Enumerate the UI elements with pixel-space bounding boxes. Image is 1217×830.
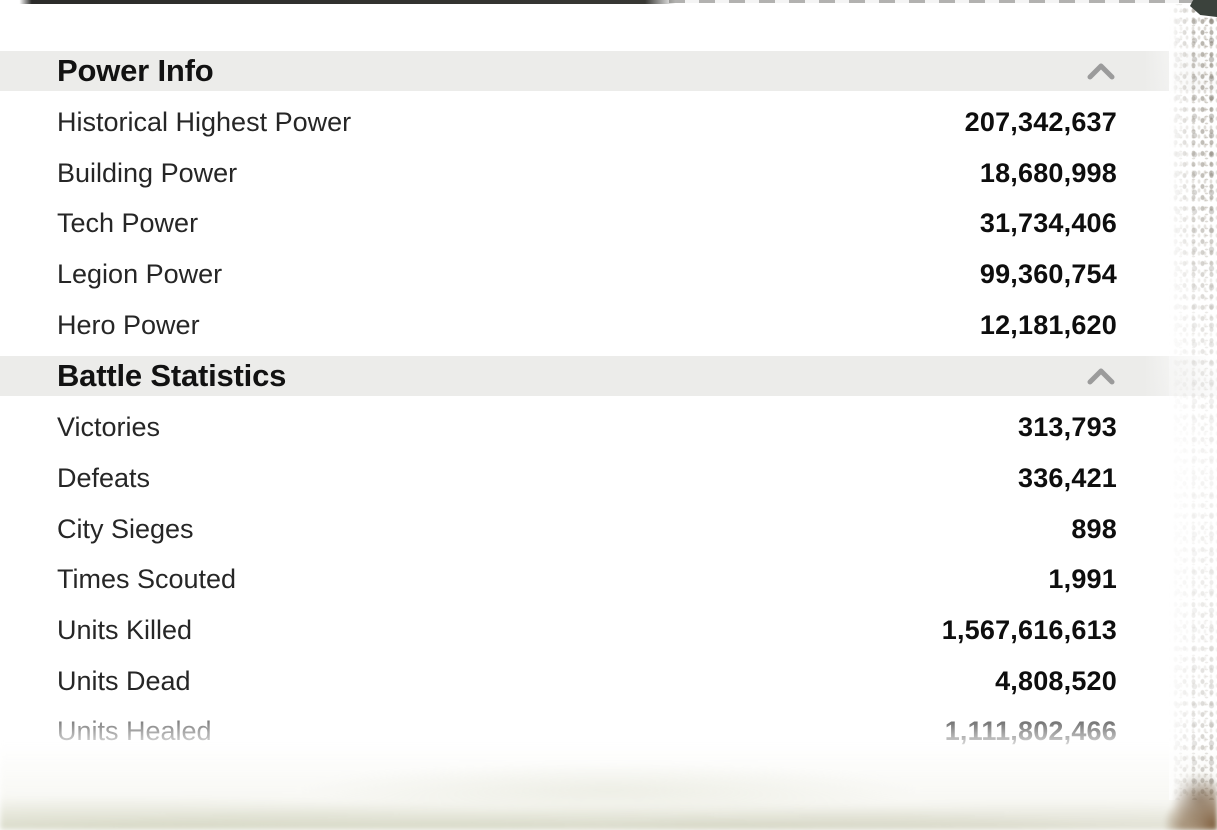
- stat-label: Defeats: [57, 462, 151, 493]
- section-title: Power Info: [57, 53, 214, 88]
- stat-row: Victories 313,793: [0, 402, 1217, 453]
- stat-row: City Sieges 898: [0, 504, 1217, 555]
- stat-value: 207,342,637: [964, 106, 1117, 137]
- chevron-up-icon[interactable]: [1085, 60, 1117, 82]
- stat-value: 12,181,620: [979, 309, 1117, 340]
- stat-label: Times Scouted: [57, 564, 237, 595]
- stat-value: 1,991: [1048, 564, 1117, 595]
- stat-value: 1,567,616,613: [941, 615, 1117, 646]
- stats-section: Power Info Historical Highest Power 207,…: [0, 51, 1217, 356]
- stats-panel[interactable]: Power Info Historical Highest Power 207,…: [0, 51, 1217, 763]
- stat-label: Units Dead: [57, 665, 191, 696]
- stat-value: 99,360,754: [979, 258, 1117, 289]
- section-rows: Historical Highest Power 207,342,637 Bui…: [0, 91, 1217, 356]
- stat-label: Victories: [57, 412, 161, 443]
- stat-label: Units Killed: [57, 615, 193, 646]
- stat-label: Legion Power: [57, 258, 223, 289]
- stat-row: Tech Power 31,734,406: [0, 198, 1217, 249]
- section-title: Battle Statistics: [57, 358, 287, 394]
- stat-row: Defeats 336,421: [0, 453, 1217, 504]
- stat-row: Units Killed 1,567,616,613: [0, 605, 1217, 656]
- stat-label: Tech Power: [57, 208, 199, 239]
- stat-label: City Sieges: [57, 513, 194, 544]
- stat-row: Building Power 18,680,998: [0, 148, 1217, 199]
- stat-value: 31,734,406: [979, 208, 1117, 239]
- stat-row: Historical Highest Power 207,342,637: [0, 97, 1217, 148]
- watercolor-bottom-texture: [0, 742, 1217, 830]
- grunge-right-edge-texture: [1169, 4, 1217, 800]
- chevron-up-icon[interactable]: [1085, 365, 1117, 387]
- torn-paper-top-edge: [0, 0, 1217, 4]
- grunge-corner-bottom-right: [1121, 756, 1217, 830]
- stat-value: 336,421: [1018, 462, 1117, 493]
- stat-row: Units Dead 4,808,520: [0, 656, 1217, 707]
- stat-label: Building Power: [57, 157, 238, 188]
- section-header[interactable]: Battle Statistics: [0, 356, 1217, 397]
- stat-row: Hero Power 12,181,620: [0, 300, 1217, 351]
- stat-label: Historical Highest Power: [57, 106, 352, 137]
- stat-value: 18,680,998: [979, 157, 1117, 188]
- stat-row: Legion Power 99,360,754: [0, 249, 1217, 300]
- stats-section: Battle Statistics Victories 313,793 Defe…: [0, 356, 1217, 763]
- stat-value: 4,808,520: [995, 665, 1117, 696]
- stat-value: 898: [1071, 513, 1117, 544]
- stat-value: 313,793: [1018, 412, 1117, 443]
- section-header[interactable]: Power Info: [0, 51, 1217, 91]
- section-rows: Victories 313,793 Defeats 336,421 City S…: [0, 396, 1217, 763]
- stat-label: Hero Power: [57, 309, 200, 340]
- stat-row: Times Scouted 1,991: [0, 555, 1217, 606]
